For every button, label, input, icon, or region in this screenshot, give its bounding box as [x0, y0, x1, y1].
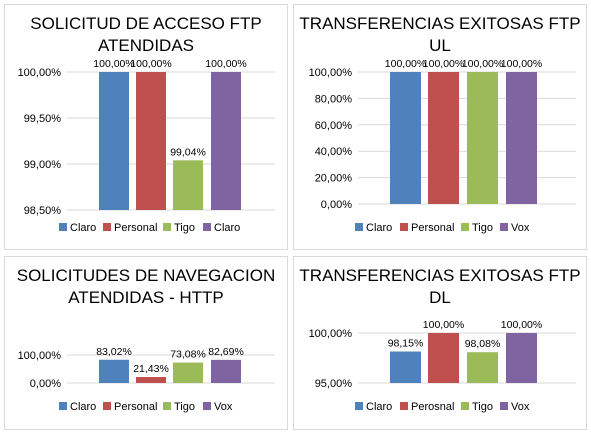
y-tick-label: 98,50% [24, 205, 62, 217]
legend-label: Claro [70, 222, 96, 234]
legend-swatch [103, 402, 111, 410]
legend-swatch [355, 402, 363, 410]
data-label: 82,69% [208, 346, 244, 358]
bar [211, 359, 241, 383]
bar [390, 351, 421, 383]
legend-label: Personal [114, 222, 157, 234]
chart-title: SOLICITUDES DE NAVEGACION ATENDIDAS - HT… [16, 266, 276, 307]
bar [467, 352, 498, 383]
y-tick-label: 80,00% [315, 93, 353, 105]
bar [390, 72, 421, 204]
legend-swatch [163, 223, 171, 231]
legend-swatch [203, 402, 211, 410]
bar [173, 160, 203, 210]
legend-label: Claro [366, 401, 392, 413]
data-label: 99,04% [170, 146, 206, 158]
y-tick-label: 0,00% [30, 378, 61, 390]
y-tick-label: 20,00% [315, 173, 353, 185]
bar [211, 72, 241, 210]
data-label: 100,00% [93, 58, 134, 70]
data-label: 100,00% [130, 58, 171, 70]
bar [173, 362, 203, 383]
bar [428, 72, 459, 204]
data-label: 83,02% [96, 346, 132, 358]
chart-panel-ftp-dl: TRANSFERENCIAS EXITOSAS FTP DL 95,00% 100… [293, 256, 587, 430]
legend-label: Claro [70, 401, 96, 413]
chart-svg: 0,00%20,00%40,00%60,00%80,00%100,00%100,… [309, 58, 576, 234]
chart-svg: 95,00%100,00%98,15%100,00%98,08%100,00%C… [309, 319, 576, 413]
bar [506, 72, 537, 204]
y-tick-label: 99,00% [24, 159, 62, 171]
legend-label: Tigo [472, 222, 493, 234]
legend-swatch [500, 402, 508, 410]
legend-swatch [400, 223, 408, 231]
y-tick-label: 100,00% [309, 67, 353, 79]
data-label: 100,00% [423, 58, 464, 70]
legend-label: Tigo [174, 222, 195, 234]
chart-title: SOLICITUD DE ACCESO FTP ATENDIDAS [30, 14, 262, 55]
legend-label: Perosnal [411, 401, 454, 413]
chart-panel-http: SOLICITUDES DE NAVEGACION ATENDIDAS - HT… [4, 256, 288, 430]
legend-label: Personal [114, 401, 157, 413]
legend-swatch [59, 223, 67, 231]
data-label: 100,00% [501, 319, 542, 331]
legend-label: Claro [214, 222, 240, 234]
legend-label: Personal [411, 222, 454, 234]
bar [428, 333, 459, 383]
legend-swatch [400, 402, 408, 410]
legend-swatch [500, 223, 508, 231]
legend-swatch [163, 402, 171, 410]
legend-label: Vox [511, 401, 530, 413]
y-tick-label: 99,50% [24, 113, 62, 125]
legend-label: Claro [366, 222, 392, 234]
y-tick-label: 60,00% [315, 120, 353, 132]
legend-swatch [355, 223, 363, 231]
y-tick-label: 40,00% [315, 146, 353, 158]
data-label: 21,43% [133, 363, 169, 375]
legend-label: Vox [214, 401, 233, 413]
data-label: 98,15% [388, 338, 424, 350]
y-tick-label: 95,00% [315, 378, 353, 390]
bar [99, 359, 129, 383]
chart-title: TRANSFERENCIAS EXITOSAS FTP UL [299, 14, 581, 55]
data-label: 98,08% [465, 338, 501, 350]
chart-panel-ftp-ul: TRANSFERENCIAS EXITOSAS FTP UL 0,00% 20,0… [293, 4, 587, 250]
legend-swatch [203, 223, 211, 231]
bar [99, 72, 129, 210]
bar [136, 376, 166, 383]
chart-title: TRANSFERENCIAS EXITOSAS FTP DL [299, 266, 581, 307]
bar [136, 72, 166, 210]
chart-svg: 0,00% 100,00% 83,02%21,43%73,08% 82,69% Clar… [18, 346, 275, 413]
legend-swatch [461, 402, 469, 410]
data-label: 100,00% [462, 58, 503, 70]
y-tick-label: 100,00% [309, 328, 353, 340]
bar [506, 333, 537, 383]
legend-label: Vox [511, 222, 530, 234]
chart-panel-ftp-access: SOLICITUD DE ACCESO FTP ATENDIDAS 98,50%… [4, 4, 288, 250]
bar [467, 72, 498, 204]
data-label: 73,08% [170, 349, 206, 361]
y-tick-label: 100,00% [18, 67, 62, 79]
legend-swatch [461, 223, 469, 231]
data-label: 100,00% [423, 319, 464, 331]
y-tick-label: 100,00% [18, 350, 62, 362]
chart-svg: 98,50%99,00%99,50%100,00%100,00%100,00%9… [18, 58, 275, 234]
data-label: 100,00% [385, 58, 426, 70]
legend-swatch [103, 223, 111, 231]
legend-label: Tigo [472, 401, 493, 413]
legend-swatch [59, 402, 67, 410]
legend-label: Tigo [174, 401, 195, 413]
data-label: 100,00% [501, 58, 542, 70]
data-label: 100,00% [205, 58, 246, 70]
y-tick-label: 0,00% [321, 199, 352, 211]
